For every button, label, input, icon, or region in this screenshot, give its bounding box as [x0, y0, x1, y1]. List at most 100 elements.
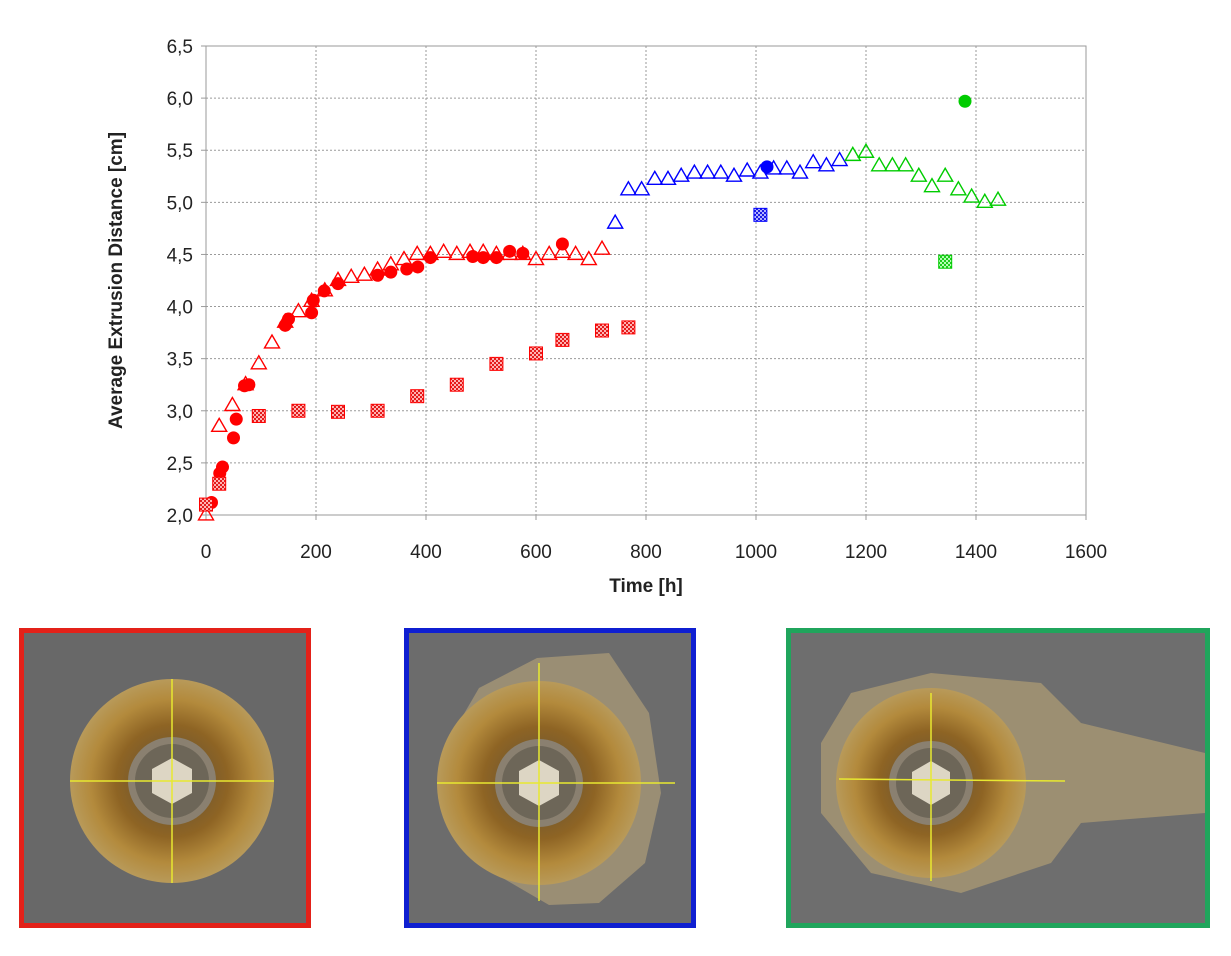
data-point-circle	[331, 277, 345, 291]
data-point-triangle	[434, 242, 453, 258]
data-point-triangle	[566, 244, 585, 261]
data-point-triangle	[976, 192, 994, 208]
red-phase-photo	[19, 628, 311, 928]
data-point-triangle	[593, 239, 611, 255]
y-tick-label: 5,0	[167, 193, 193, 214]
data-point-circle	[400, 262, 414, 276]
data-point-triangle	[817, 156, 836, 172]
x-tick-label: 400	[410, 542, 442, 563]
data-point-triangle	[844, 145, 862, 162]
data-point-square	[251, 408, 266, 423]
data-point-triangle	[223, 396, 242, 412]
data-point-square	[938, 254, 953, 269]
data-point-circle	[411, 260, 425, 274]
x-tick-label: 600	[520, 542, 552, 563]
data-point-triangle	[712, 163, 730, 179]
blue-phase-photo	[404, 628, 696, 928]
x-tick-label: 0	[201, 542, 212, 563]
series-green-square	[938, 254, 953, 269]
data-point-triangle	[342, 267, 360, 284]
data-point-triangle	[738, 161, 756, 177]
data-point-triangle	[896, 156, 915, 172]
data-point-triangle	[923, 177, 941, 193]
data-point-triangle	[250, 354, 268, 370]
data-point-triangle	[448, 244, 466, 261]
series-red-squares	[199, 320, 636, 512]
data-point-square	[529, 346, 543, 361]
sealant-photo-spreading	[409, 633, 691, 923]
x-tick-label: 200	[300, 542, 332, 563]
data-point-square	[753, 207, 768, 222]
green-phase-photo	[786, 628, 1210, 928]
data-point-circle	[555, 237, 569, 251]
data-marks	[197, 94, 1007, 521]
series-blue-circle	[760, 160, 774, 174]
data-point-circle	[305, 306, 319, 320]
data-point-triangle	[830, 151, 849, 167]
y-axis-ticks: 2,0 2,5 3,0 3,5 4,0 4,5 5,0 5,5 6,0 6,5	[167, 37, 206, 527]
data-point-triangle	[698, 163, 717, 179]
data-point-circle	[306, 293, 320, 307]
series-red-triangles	[197, 239, 611, 521]
data-point-circle	[229, 412, 243, 426]
data-point-square	[449, 377, 464, 392]
data-point-square	[555, 332, 570, 347]
data-point-triangle	[659, 169, 677, 186]
x-tick-label: 1200	[845, 542, 887, 563]
data-point-triangle	[289, 302, 308, 318]
y-tick-label: 6,0	[167, 89, 193, 110]
x-tick-label: 1600	[1065, 542, 1107, 563]
y-tick-label: 4,5	[167, 245, 193, 266]
data-point-triangle	[804, 153, 822, 169]
sealant-photo-elongated	[791, 633, 1205, 923]
data-point-square	[621, 320, 636, 335]
data-point-circle	[216, 460, 229, 474]
y-tick-label: 3,0	[167, 402, 193, 423]
series-green-circle	[958, 94, 972, 108]
series-green-triangles	[844, 142, 1007, 208]
data-point-triangle	[685, 163, 704, 179]
data-point-triangle	[408, 244, 426, 261]
data-point-triangle	[355, 265, 374, 281]
data-point-triangle	[210, 416, 228, 433]
data-point-triangle	[553, 242, 572, 258]
data-point-triangle	[395, 250, 413, 266]
data-point-square	[410, 389, 425, 404]
data-point-circle	[958, 94, 972, 108]
y-tick-label: 6,5	[167, 37, 193, 58]
data-point-triangle	[580, 250, 598, 266]
x-tick-label: 1000	[735, 542, 777, 563]
data-point-triangle	[857, 142, 875, 158]
data-point-square	[331, 404, 345, 419]
y-tick-label: 3,5	[167, 350, 193, 371]
x-tick-label: 800	[630, 542, 662, 563]
data-point-triangle	[197, 505, 215, 521]
data-point-triangle	[540, 244, 558, 261]
data-point-square	[212, 476, 227, 491]
series-blue-square	[753, 207, 768, 222]
data-point-triangle	[883, 156, 902, 172]
data-point-circle	[384, 265, 398, 279]
data-point-triangle	[910, 166, 928, 182]
x-axis-ticks: 0 200 400 600 800 1000 1200 1400 1600	[201, 515, 1107, 563]
data-point-triangle	[619, 180, 638, 196]
data-point-circle	[503, 244, 517, 258]
data-point-circle	[760, 160, 774, 174]
data-point-triangle	[606, 213, 624, 229]
data-point-triangle	[936, 166, 954, 182]
y-tick-label: 4,0	[167, 298, 193, 319]
y-tick-label: 2,0	[167, 506, 193, 527]
data-point-square	[595, 323, 609, 338]
data-point-circle	[466, 250, 480, 264]
y-tick-label: 2,5	[167, 454, 193, 475]
data-point-square	[489, 356, 504, 371]
data-point-triangle	[646, 169, 664, 186]
data-point-triangle	[632, 180, 651, 196]
data-point-triangle	[791, 163, 809, 179]
x-tick-label: 1400	[955, 542, 997, 563]
data-point-triangle	[989, 190, 1007, 206]
data-point-square	[199, 497, 213, 512]
series-blue-triangles	[606, 151, 849, 229]
x-axis-label: Time [h]	[609, 576, 683, 597]
data-point-circle	[282, 312, 295, 326]
